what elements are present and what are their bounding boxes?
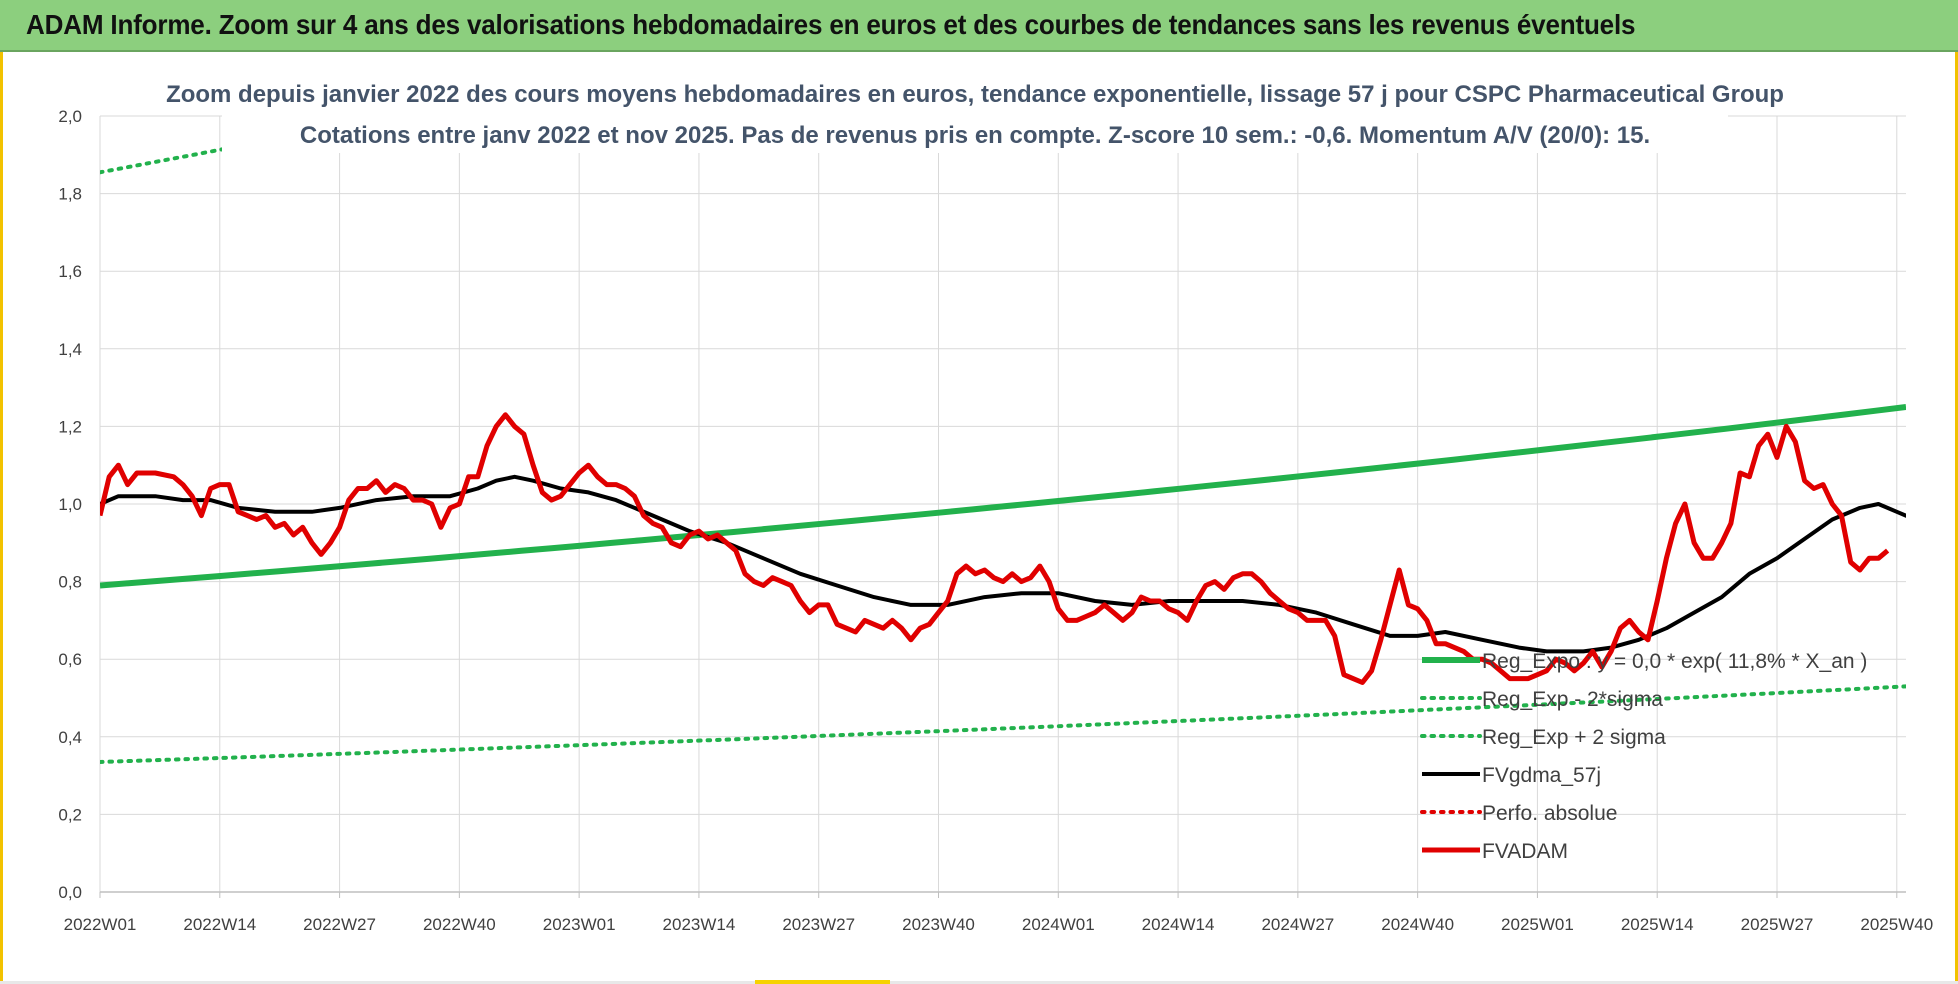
x-tick-label: 2023W14 <box>663 915 736 934</box>
x-tick-label: 2022W27 <box>303 915 376 934</box>
report-banner: ADAM Informe. Zoom sur 4 ans des valoris… <box>0 0 1958 52</box>
legend-label: FVADAM <box>1482 840 1568 863</box>
y-tick-label: 1,8 <box>58 185 82 204</box>
x-tick-label: 2023W27 <box>782 915 855 934</box>
x-tick-label: 2025W40 <box>1860 915 1933 934</box>
x-tick-label: 2024W14 <box>1142 915 1215 934</box>
chart-subtitle: Cotations entre janv 2022 et nov 2025. P… <box>300 122 1650 149</box>
y-tick-labels: 0,0 0,2 0,4 0,6 0,8 1,0 1,2 1,4 1,6 1,8 2,0 <box>58 107 82 902</box>
frame-right-border <box>1955 52 1958 984</box>
legend-label: Reg_Exp - 2*sigma <box>1482 688 1663 711</box>
x-tick-label: 2024W27 <box>1261 915 1334 934</box>
chart-area: 0,0 0,2 0,4 0,6 0,8 1,0 1,2 1,4 1,6 1,8 2,0 2022W0… <box>58 77 1934 934</box>
y-tick-label: 0,4 <box>58 728 82 747</box>
frame-left-border <box>0 52 3 984</box>
x-tick-labels: 2022W01 2022W14 2022W27 2022W40 2023W01 2023W… <box>64 915 1934 934</box>
title-background <box>222 77 1728 153</box>
x-tick-label: 2022W01 <box>64 915 137 934</box>
y-tick-label: 0,8 <box>58 573 82 592</box>
x-tick-label: 2024W40 <box>1381 915 1454 934</box>
legend: Reg_Expo : y = 0,0 * exp( 11,8% * X_an )… <box>1420 650 1867 863</box>
legend-label: Perfo. absolue <box>1482 802 1617 825</box>
legend-label: Reg_Exp + 2 sigma <box>1482 726 1666 749</box>
x-tick-label: 2025W27 <box>1741 915 1814 934</box>
reg-minus-2sigma-line <box>100 684 1906 764</box>
y-tick-label: 1,4 <box>58 340 82 359</box>
x-tick-label: 2023W01 <box>543 915 616 934</box>
chart-titles: Zoom depuis janvier 2022 des cours moyen… <box>166 77 1784 153</box>
y-tick-label: 0,0 <box>58 883 82 902</box>
y-tick-label: 0,2 <box>58 805 82 824</box>
x-tick-label: 2025W14 <box>1621 915 1694 934</box>
frame-bottom-border <box>0 981 1958 984</box>
x-tick-label: 2024W01 <box>1022 915 1095 934</box>
x-tick-label: 2022W14 <box>183 915 256 934</box>
legend-label: FVgdma_57j <box>1482 764 1601 787</box>
x-tick-label: 2022W40 <box>423 915 496 934</box>
legend-label: Reg_Expo : y = 0,0 * exp( 11,8% * X_an ) <box>1482 650 1867 673</box>
reg-expo-line <box>100 404 1906 589</box>
y-tick-label: 1,2 <box>58 417 82 436</box>
x-tick-label: 2025W01 <box>1501 915 1574 934</box>
y-tick-label: 1,0 <box>58 495 82 514</box>
y-tick-label: 1,6 <box>58 262 82 281</box>
report-title: ADAM Informe. Zoom sur 4 ans des valoris… <box>26 9 1636 40</box>
frame-bottom-accent <box>755 980 890 984</box>
y-tick-label: 0,6 <box>58 650 82 669</box>
fvadam-line <box>100 412 1890 685</box>
y-tick-label: 2,0 <box>58 107 82 126</box>
x-tick-label: 2023W40 <box>902 915 975 934</box>
chart-title: Zoom depuis janvier 2022 des cours moyen… <box>166 81 1784 108</box>
